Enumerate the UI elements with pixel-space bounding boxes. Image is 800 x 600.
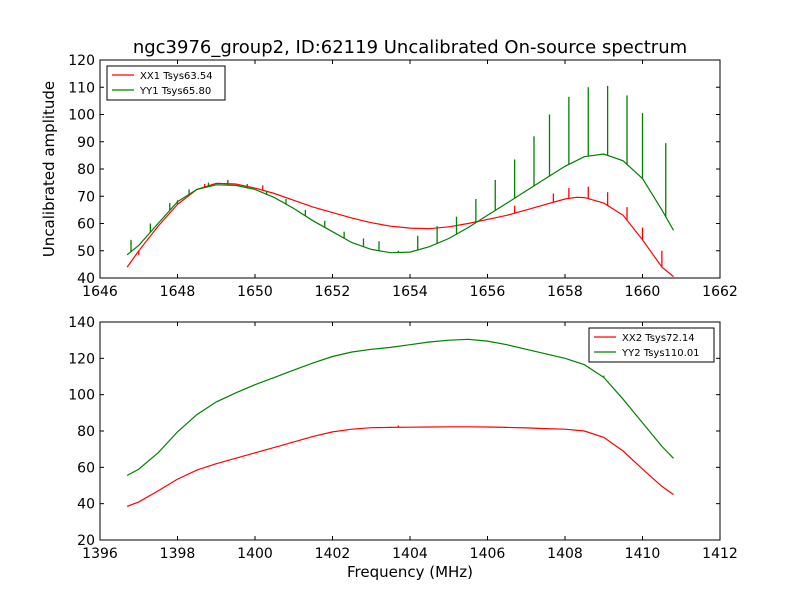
x-tick-label: 1646	[82, 284, 118, 300]
x-tick-label: 1652	[315, 284, 351, 300]
series-line-2	[126, 153, 675, 256]
legend-box	[588, 327, 715, 363]
x-tick-label: 1398	[160, 546, 196, 562]
legend-box	[106, 65, 226, 101]
y-tick-label: 110	[68, 80, 95, 96]
y-tick-label: 80	[77, 162, 95, 178]
legend-label-2: YY1 Tsys65.80	[139, 86, 211, 97]
x-tick-label: 1650	[237, 284, 273, 300]
x-tick-label: 1660	[625, 284, 661, 300]
bottom-spectrum-panel: 1396 1398 1400 1402 1404 1406 1408 1410 1412 20 40…	[68, 315, 738, 562]
y-tick-label: 70	[77, 189, 95, 205]
x-tick-label: 1648	[160, 284, 196, 300]
y-tick-label: 120	[68, 351, 95, 367]
y-tick-label: 80	[77, 424, 95, 440]
x-tick-label: 1656	[470, 284, 506, 300]
y-tick-label: 120	[68, 53, 95, 69]
legend-label-1: XX1 Tsys63.54	[140, 71, 213, 82]
y-tick-label: 60	[77, 460, 95, 476]
figure-title: ngc3976_group2, ID:62119 Uncalibrated On…	[133, 37, 687, 58]
x-tick-label: 1412	[702, 546, 738, 562]
legend-label-2: YY2 Tsys110.01	[621, 348, 700, 359]
x-tick-label: 1406	[470, 546, 506, 562]
y-tick-label: 90	[77, 135, 95, 151]
legend-label-1: XX2 Tsys72.14	[622, 333, 695, 344]
x-tick-label: 1400	[237, 546, 273, 562]
x-tick-label: 1404	[392, 546, 428, 562]
x-tick-label: 1408	[547, 546, 583, 562]
y-axis-label: Uncalibrated amplitude	[40, 81, 58, 257]
x-axis-label: Frequency (MHz)	[347, 563, 473, 581]
y-tick-label: 40	[77, 271, 95, 287]
y-tick-label: 40	[77, 497, 95, 513]
series-line-2	[126, 338, 674, 477]
x-tick-label: 1402	[315, 546, 351, 562]
x-tick-label: 1662	[702, 284, 738, 300]
x-tick-label: 1396	[82, 546, 118, 562]
x-tick-label: 1658	[547, 284, 583, 300]
x-tick-label: 1410	[625, 546, 661, 562]
series-line-1	[126, 426, 674, 507]
y-tick-label: 60	[77, 217, 95, 233]
x-tick-label: 1654	[392, 284, 428, 300]
top-spectrum-panel: 1646 1648 1650 1652 1654 1656 1658 1660 1662 40 50…	[68, 53, 738, 300]
y-tick-label: 50	[77, 244, 95, 260]
series-line-1	[126, 182, 674, 278]
y-tick-label: 20	[77, 533, 95, 549]
y-tick-label: 100	[68, 388, 95, 404]
y-tick-label: 140	[68, 315, 95, 331]
y-tick-label: 100	[68, 108, 95, 124]
